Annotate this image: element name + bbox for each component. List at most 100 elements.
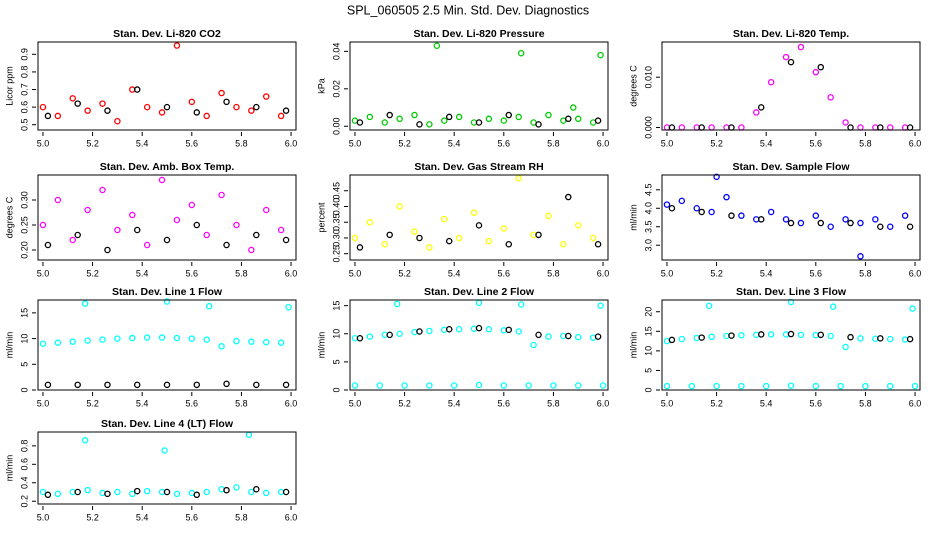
panel-title: Stan. Dev. Line 1 Flow	[112, 286, 223, 298]
point	[886, 382, 894, 390]
point	[203, 231, 210, 239]
point	[678, 197, 686, 205]
point	[877, 223, 884, 230]
point	[233, 103, 240, 111]
point	[787, 219, 795, 227]
x-tick-label: 5.4	[760, 138, 773, 148]
point	[485, 115, 493, 123]
point	[277, 226, 285, 234]
x-tick-label: 5.4	[136, 268, 149, 278]
point	[54, 112, 62, 120]
point	[253, 103, 260, 111]
y-tick-label: 15	[19, 308, 29, 318]
point	[114, 117, 121, 125]
point	[842, 343, 849, 351]
panel-title: Stan. Dev. Line 4 (LT) Flow	[101, 418, 234, 430]
point	[713, 173, 720, 181]
point	[44, 112, 52, 120]
point	[475, 381, 483, 389]
point	[282, 381, 290, 389]
y-tick-label: 0.6	[19, 458, 29, 471]
point	[475, 324, 483, 332]
point	[188, 201, 196, 209]
point	[366, 333, 374, 340]
point	[574, 115, 582, 123]
point	[114, 488, 121, 496]
x-tick-label: 5.6	[498, 398, 511, 408]
plot-frame	[37, 431, 297, 505]
point	[248, 488, 255, 496]
point	[886, 335, 894, 343]
y-tick-label: 3.0	[643, 239, 653, 252]
x-tick-label: 5.8	[235, 398, 248, 408]
point	[455, 325, 463, 333]
y-tick-label: 0.00	[331, 117, 341, 135]
x-tick-label: 5.8	[547, 138, 560, 148]
point	[515, 328, 522, 335]
point	[565, 115, 572, 123]
x-tick-label: 5.2	[398, 138, 411, 148]
point	[84, 107, 91, 114]
point	[262, 338, 270, 346]
point	[163, 298, 171, 305]
point	[81, 437, 89, 444]
point	[381, 119, 388, 126]
point	[277, 112, 285, 120]
y-tick-label: 0.35	[331, 213, 341, 231]
point	[129, 211, 136, 219]
point	[906, 335, 914, 343]
point	[223, 98, 230, 106]
point	[99, 186, 106, 194]
point	[163, 381, 171, 389]
point	[104, 246, 111, 254]
point	[767, 208, 775, 216]
x-tick-label: 5.6	[186, 138, 199, 148]
point	[574, 222, 582, 229]
point	[158, 176, 166, 184]
point	[74, 100, 81, 107]
point	[351, 234, 359, 242]
point	[857, 219, 864, 227]
point	[253, 381, 260, 389]
point	[589, 234, 597, 242]
point	[381, 241, 388, 248]
x-tick-label: 5.8	[235, 268, 248, 278]
point	[872, 216, 879, 223]
point	[277, 339, 285, 346]
point	[416, 328, 423, 335]
y-tick-label: 0.6	[19, 101, 29, 114]
x-tick-label: 5.0	[661, 138, 674, 148]
point	[104, 107, 111, 114]
point	[663, 201, 671, 208]
point	[728, 212, 735, 219]
point	[535, 231, 542, 239]
panel: Stan. Dev. Li-820 Temp. degrees C 5.0 5.2 5.…	[628, 28, 921, 149]
point	[485, 325, 493, 333]
point	[44, 381, 52, 389]
plot-frame	[661, 41, 921, 131]
point	[282, 107, 290, 114]
y-axis-label: ml/min	[628, 204, 638, 231]
point	[173, 490, 181, 498]
point	[39, 488, 47, 496]
point	[827, 94, 834, 101]
plot-frame	[349, 174, 609, 261]
point	[163, 488, 171, 496]
x-tick-label: 5.4	[760, 268, 773, 278]
y-axis-label: ml/min	[628, 332, 638, 359]
x-tick-label: 5.6	[186, 398, 199, 408]
point	[708, 333, 715, 341]
y-tick-label: 0.40	[331, 198, 341, 216]
point	[787, 298, 795, 306]
point	[475, 119, 483, 126]
point	[574, 333, 582, 341]
y-axis-label: ml/min	[4, 455, 14, 482]
point	[158, 109, 166, 116]
point	[356, 334, 364, 342]
point	[39, 340, 47, 347]
point	[455, 234, 463, 242]
y-tick-label: 0.000	[643, 116, 653, 139]
x-tick-label: 6.0	[909, 398, 922, 408]
y-axis-label: degrees C	[4, 196, 14, 238]
y-tick-label: 0.2	[19, 495, 29, 508]
